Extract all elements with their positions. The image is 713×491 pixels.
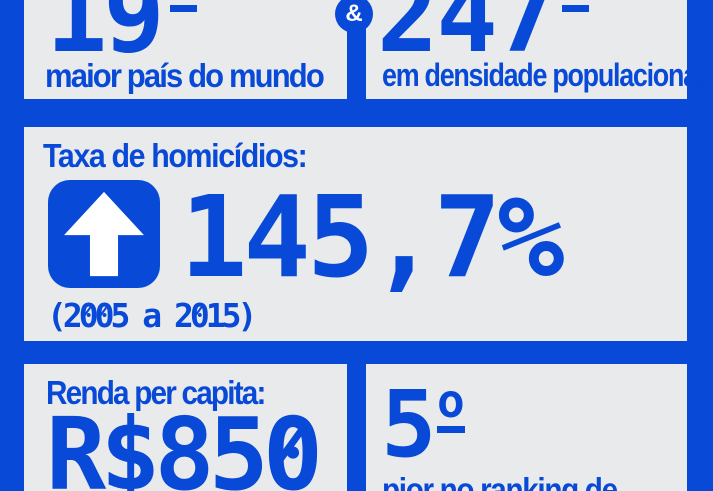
panel-population-density (366, 0, 687, 99)
stat-density-value: 247 (377, 0, 557, 76)
income-title: Renda per capita: (46, 374, 266, 411)
homicide-rate-period: (2005 a 2015) (47, 296, 257, 335)
homicide-rate-value: 145,7% (180, 173, 565, 303)
ranking-value: 5 (381, 371, 437, 478)
ampersand-text: & (345, 0, 363, 27)
arrow-up-icon (48, 180, 160, 288)
panel-country-size (24, 0, 347, 99)
ranking-ordinal: o (437, 378, 465, 433)
ampersand-badge: & (335, 0, 373, 33)
stat-density-ordinal: o (562, 0, 589, 12)
stat-density-label: em densidade populacional (382, 57, 704, 93)
panel-ranking (366, 364, 687, 491)
income-value: R$850 (46, 405, 323, 491)
stat-country-size-value: 19 (46, 0, 165, 76)
ranking-label: pior no ranking de (382, 471, 618, 491)
stat-country-size-label: maior país do mundo (45, 57, 325, 94)
homicide-rate-title: Taxa de homicídios: (43, 137, 308, 174)
stat-country-size-ordinal: o (170, 0, 197, 12)
